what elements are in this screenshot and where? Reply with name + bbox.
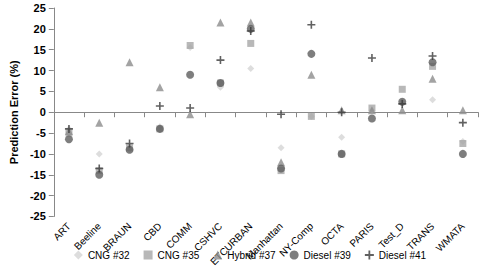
svg-text:CNG #32: CNG #32: [88, 250, 130, 261]
svg-text:15: 15: [34, 44, 46, 56]
svg-text:0: 0: [40, 106, 46, 118]
svg-text:COMM: COMM: [164, 221, 194, 251]
svg-text:Prediction Error (%): Prediction Error (%): [8, 60, 20, 164]
svg-text:CSHVC: CSHVC: [191, 220, 225, 254]
svg-text:TRANS: TRANS: [405, 220, 437, 252]
svg-text:Hybrid #37: Hybrid #37: [227, 250, 276, 261]
svg-text:10: 10: [34, 65, 46, 77]
svg-text:WMATA: WMATA: [434, 220, 467, 253]
svg-text:OCTA: OCTA: [319, 220, 346, 247]
svg-text:Manhattan: Manhattan: [243, 220, 285, 262]
svg-text:CBD: CBD: [141, 221, 164, 244]
svg-text:20: 20: [34, 23, 46, 35]
svg-text:-10: -10: [30, 148, 46, 160]
svg-text:CNG #35: CNG #35: [158, 250, 200, 261]
svg-text:BRAUN: BRAUN: [101, 221, 133, 253]
svg-text:PARIS: PARIS: [347, 220, 376, 249]
svg-text:Test_D: Test_D: [376, 221, 406, 251]
svg-text:-20: -20: [30, 190, 46, 202]
svg-text:ETCURBAN: ETCURBAN: [208, 220, 255, 268]
svg-text:25: 25: [34, 2, 46, 14]
svg-text:5: 5: [40, 85, 46, 97]
svg-text:-15: -15: [30, 169, 46, 181]
svg-text:Diesel #39: Diesel #39: [304, 250, 352, 261]
svg-text:-5: -5: [36, 127, 46, 139]
svg-text:Beeline: Beeline: [72, 220, 104, 252]
svg-text:Diesel #41: Diesel #41: [379, 250, 427, 261]
svg-text:NY-Comp: NY-Comp: [277, 220, 316, 259]
svg-text:ART: ART: [51, 221, 73, 243]
svg-text:-25: -25: [30, 210, 46, 222]
